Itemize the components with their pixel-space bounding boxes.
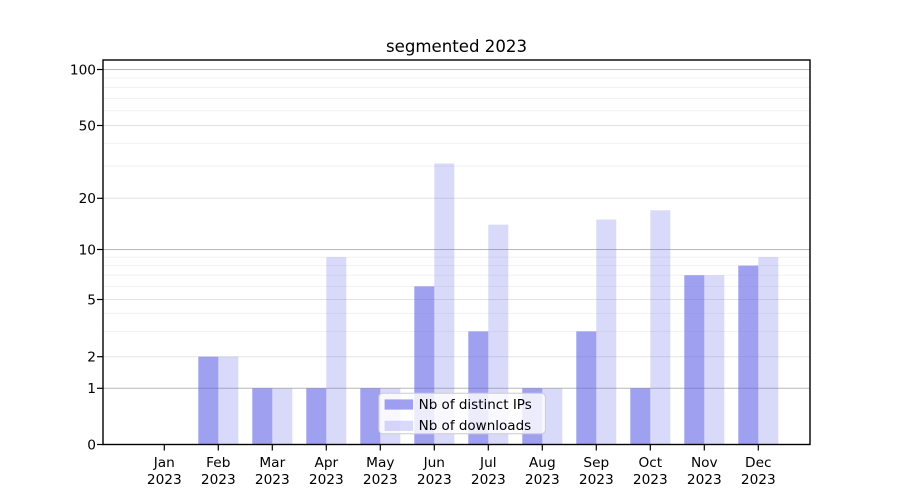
x-tick-label-jun-2023: Jun <box>423 455 445 471</box>
bar-nb-of-distinct-ips-dec-2023 <box>738 265 759 445</box>
plot-border <box>102 59 811 446</box>
legend-swatch-nb-of-downloads <box>384 420 414 431</box>
x-tick-label-jan-2023: Jan <box>153 455 175 471</box>
y-tick-label-100: 100 <box>70 62 96 78</box>
x-tick-label-year-jun-2023: 2023 <box>417 472 452 488</box>
x-tick-label-year-apr-2023: 2023 <box>309 472 344 488</box>
x-tick-label-year-dec-2023: 2023 <box>741 472 776 488</box>
y-tick-label-10: 10 <box>79 242 96 258</box>
x-tick-label-year-nov-2023: 2023 <box>687 472 722 488</box>
x-tick-label-dec-2023: Dec <box>745 455 772 471</box>
bar-nb-of-distinct-ips-apr-2023 <box>306 388 327 445</box>
bar-nb-of-downloads-feb-2023 <box>218 356 239 445</box>
x-tick-label-jul-2023: Jul <box>479 455 497 471</box>
bar-nb-of-downloads-nov-2023 <box>704 275 725 445</box>
y-tick-label-1: 1 <box>87 381 96 397</box>
x-tick-label-year-jan-2023: 2023 <box>147 472 182 488</box>
bar-nb-of-distinct-ips-sep-2023 <box>576 331 597 445</box>
x-tick-label-nov-2023: Nov <box>691 455 718 471</box>
bar-nb-of-downloads-oct-2023 <box>650 210 671 445</box>
bar-nb-of-distinct-ips-feb-2023 <box>198 356 219 445</box>
x-tick-label-apr-2023: Apr <box>314 455 338 471</box>
y-tick-label-5: 5 <box>87 292 96 308</box>
bar-nb-of-distinct-ips-may-2023 <box>360 388 381 445</box>
x-tick-label-year-mar-2023: 2023 <box>255 472 290 488</box>
x-tick-label-year-may-2023: 2023 <box>363 472 398 488</box>
x-tick-label-year-feb-2023: 2023 <box>201 472 236 488</box>
bar-nb-of-distinct-ips-oct-2023 <box>630 388 651 445</box>
y-tick-label-0: 0 <box>87 437 96 453</box>
chart-title: segmented 2023 <box>386 37 527 56</box>
x-tick-label-year-sep-2023: 2023 <box>579 472 614 488</box>
x-tick-label-year-oct-2023: 2023 <box>633 472 668 488</box>
x-tick-label-sep-2023: Sep <box>583 455 609 471</box>
x-tick-label-mar-2023: Mar <box>259 455 285 471</box>
y-tick-label-50: 50 <box>79 118 96 134</box>
bar-nb-of-downloads-sep-2023 <box>596 219 617 445</box>
bar-nb-of-downloads-mar-2023 <box>272 388 293 445</box>
legend-label-nb-of-distinct-ips: Nb of distinct IPs <box>419 397 532 413</box>
legend-swatch-nb-of-distinct-ips <box>384 399 414 410</box>
legend-box <box>378 392 546 435</box>
bar-nb-of-distinct-ips-nov-2023 <box>684 275 705 445</box>
x-tick-label-oct-2023: Oct <box>638 455 662 471</box>
x-tick-label-feb-2023: Feb <box>206 455 230 471</box>
bar-nb-of-downloads-apr-2023 <box>326 257 347 445</box>
y-tick-label-2: 2 <box>87 350 96 366</box>
axes-frame <box>102 59 811 446</box>
x-tick-labels: Jan2023Feb2023Mar2023Apr2023May2023Jun20… <box>147 455 776 488</box>
x-tick-label-aug-2023: Aug <box>529 455 556 471</box>
x-tick-label-year-aug-2023: 2023 <box>525 472 560 488</box>
x-tick-label-may-2023: May <box>366 455 394 471</box>
legend: Nb of distinct IPs Nb of downloads <box>378 392 546 435</box>
x-tick-label-year-jul-2023: 2023 <box>471 472 506 488</box>
y-tick-labels: 0 1 2 5 10 20 50 100 <box>70 62 96 453</box>
tick-marks <box>97 68 759 451</box>
bar-nb-of-downloads-dec-2023 <box>758 257 779 445</box>
bar-nb-of-downloads-jul-2023 <box>488 224 509 445</box>
bar-nb-of-downloads-jun-2023 <box>434 163 455 445</box>
legend-label-nb-of-downloads: Nb of downloads <box>419 418 532 434</box>
y-tick-label-20: 20 <box>79 191 96 207</box>
bar-nb-of-distinct-ips-mar-2023 <box>252 388 273 445</box>
bar-nb-of-downloads-aug-2023 <box>542 388 563 445</box>
